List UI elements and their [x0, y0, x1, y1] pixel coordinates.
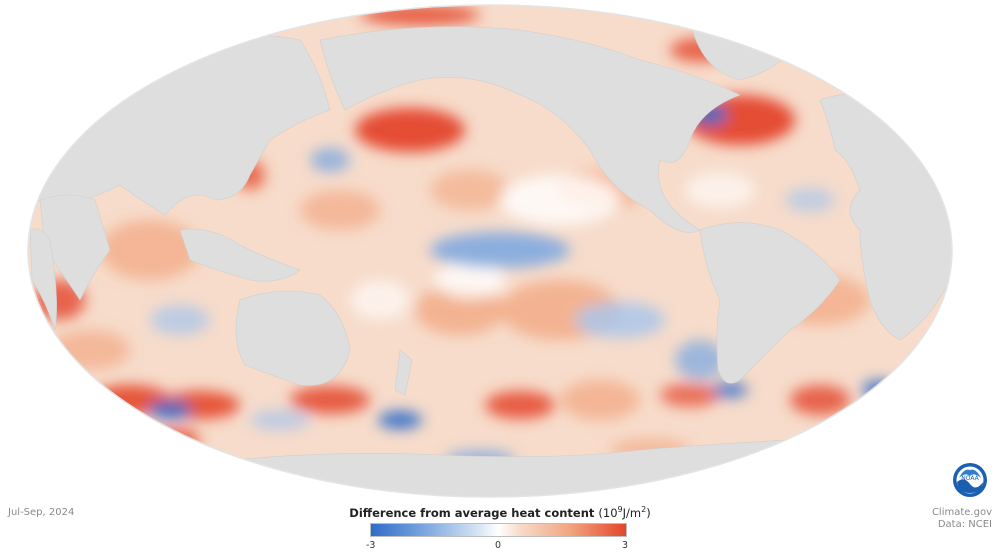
legend-units: (109J/m2) — [598, 505, 651, 520]
anomaly-patch-25 — [500, 175, 620, 225]
anomaly-patch-29 — [430, 232, 570, 268]
land-africa-west — [29, 228, 57, 331]
anomaly-patch-4 — [290, 386, 370, 414]
units-rest: J/m — [622, 505, 642, 520]
anomaly-patch-33 — [378, 411, 422, 429]
anomaly-patch-16 — [100, 220, 200, 280]
legend-min-label: -3 — [366, 540, 376, 551]
anomaly-patch-0 — [355, 108, 465, 152]
land-australia — [235, 290, 351, 386]
anomaly-patch-13 — [660, 383, 720, 407]
anomaly-patch-27 — [685, 172, 755, 208]
legend-mid-label: 0 — [495, 540, 502, 551]
land-indonesia — [179, 228, 301, 282]
anomaly-patch-5 — [485, 391, 555, 419]
credit-line-2: Data: NCEI — [937, 519, 992, 530]
anomaly-patch-7 — [790, 385, 850, 415]
period-label: Jul-Sep, 2024 — [8, 507, 75, 518]
anomaly-patch-19 — [430, 170, 510, 210]
globe-outline — [27, 4, 953, 498]
units-exp: 9 — [617, 505, 623, 514]
anomaly-patch-32 — [148, 401, 192, 419]
noaa-logo-icon: NOAA — [953, 463, 987, 497]
legend-title: Difference from average heat content (10… — [300, 505, 700, 520]
anomaly-patch-21 — [300, 190, 380, 230]
anomaly-patch-31 — [675, 340, 725, 380]
anomaly-patch-35 — [310, 148, 350, 172]
anomaly-patch-15 — [415, 285, 505, 335]
units-base: (10 — [598, 505, 618, 520]
ocean-heat-map — [27, 4, 953, 498]
land-arabia-india — [39, 194, 111, 301]
anomaly-patch-23 — [560, 380, 640, 420]
anomaly-patch-28 — [350, 280, 410, 320]
units-sq: 2 — [641, 505, 647, 514]
legend-colorbar — [370, 523, 627, 537]
anomaly-patch-22 — [50, 330, 130, 370]
anomaly-patch-26 — [435, 262, 505, 298]
anomaly-patch-39 — [150, 305, 210, 335]
anomaly-patch-30 — [575, 302, 665, 338]
land-south-america — [699, 222, 841, 384]
anomaly-patch-37 — [712, 382, 748, 398]
credit-line-1: Climate.gov — [931, 507, 992, 518]
anomaly-patch-41 — [250, 410, 310, 430]
anomaly-patch-40 — [785, 188, 835, 212]
legend-title-text: Difference from average heat content — [349, 505, 595, 520]
credits: Climate.gov Data: NCEI — [932, 507, 992, 531]
noaa-logo-text: NOAA — [961, 475, 979, 482]
land-north-america — [319, 26, 741, 233]
legend-max-label: 3 — [622, 540, 629, 551]
land-new-zealand — [394, 349, 413, 396]
units-close: ) — [646, 505, 651, 520]
